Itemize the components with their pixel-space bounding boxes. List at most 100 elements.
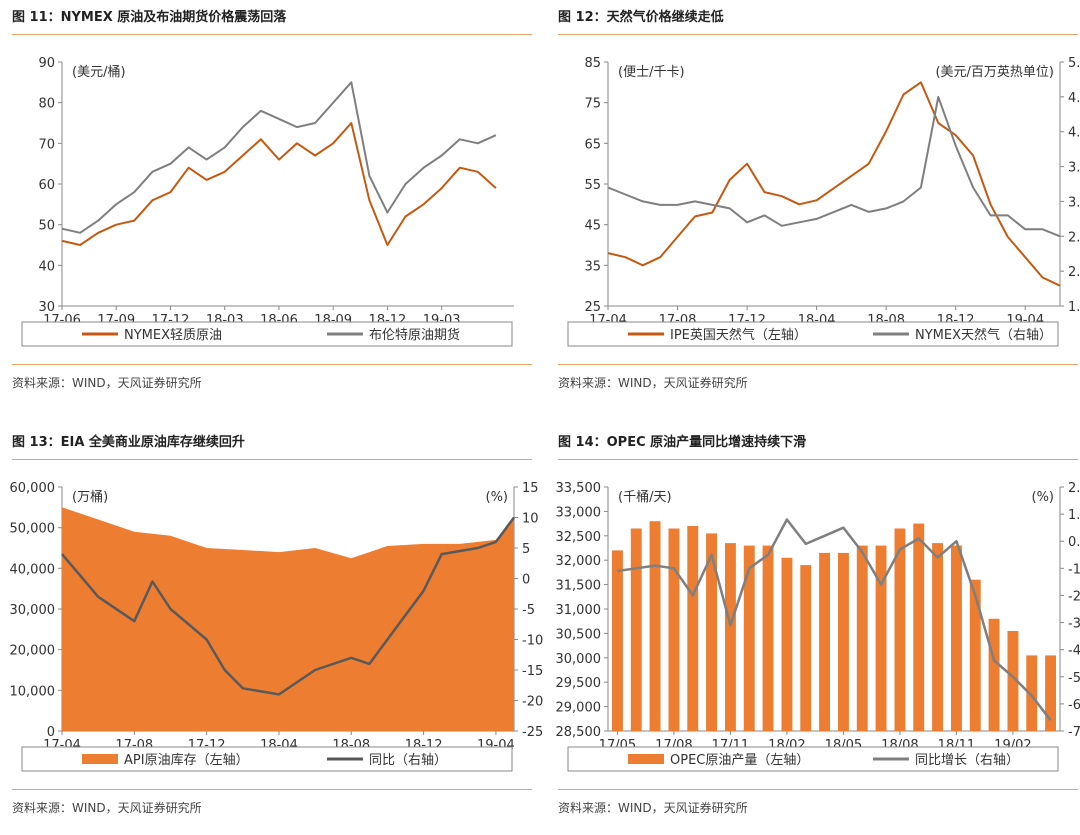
right-unit-label: (%) — [1032, 490, 1055, 505]
y2-tick-label: -15 — [522, 664, 543, 679]
y-tick-label: 31,000 — [556, 603, 602, 618]
y-tick-label: 65 — [584, 137, 601, 152]
bar — [1007, 631, 1019, 731]
legend-label: 同比（右轴） — [369, 753, 447, 768]
y-tick-label: 32,000 — [556, 554, 602, 569]
bar — [668, 528, 680, 731]
area-fill — [62, 507, 514, 731]
legend-label: API原油库存（左轴） — [124, 752, 249, 768]
y2-tick-label: 2.0 — [1068, 265, 1080, 280]
bar — [781, 557, 793, 731]
bar — [894, 528, 906, 731]
chart-panel-fig14: 图 14：OPEC 原油产量同比增速持续下滑 28,500 29,000 29,50… — [556, 425, 1080, 835]
y-tick-label: 55 — [584, 178, 601, 193]
y2-tick-label: 15 — [522, 481, 539, 496]
y-tick-label: 31,500 — [556, 579, 602, 594]
right-unit-label: (%) — [486, 490, 509, 505]
y-tick-label: 33,000 — [556, 505, 602, 520]
title-divider — [558, 459, 1078, 460]
y2-tick-label: -3.0 — [1068, 617, 1080, 632]
y-tick-label: 29,000 — [556, 701, 602, 716]
yoy-line — [617, 518, 1052, 721]
y2-tick-label: -4.0 — [1068, 644, 1080, 659]
bar — [951, 545, 962, 731]
bottom-divider — [12, 789, 532, 790]
chart-title: 图 11：NYMEX 原油及布油期货价格震荡回落 — [12, 10, 287, 25]
chart-title: 图 13：EIA 全美商业原油库存继续回升 — [12, 435, 245, 450]
y2-tick-label: -6.0 — [1068, 698, 1080, 713]
y2-tick-label: -2.0 — [1068, 589, 1080, 604]
bar — [800, 565, 812, 731]
chart-svg: 28,500 29,000 29,500 30,000 30,500 31,000 31,5… — [556, 481, 1080, 772]
source-note: 资料来源：WIND，天风证券研究所 — [12, 376, 202, 390]
y-tick-label: 40 — [38, 259, 55, 274]
y-tick-label: 40,000 — [10, 562, 56, 577]
legend-label: 布伦特原油期货 — [369, 327, 460, 343]
bar — [875, 545, 887, 731]
legend-swatch — [82, 754, 118, 764]
left-unit-label: (万桶) — [72, 490, 108, 505]
y-tick-label: 30,500 — [556, 627, 602, 642]
chart-svg: 0 10,000 20,000 30,000 40,000 50,000 60,000 (万桶… — [10, 481, 543, 772]
source-note: 资料来源：WIND，天风证券研究所 — [12, 801, 202, 815]
bar — [649, 521, 661, 731]
bar — [687, 526, 699, 731]
y-tick-label: 10,000 — [10, 684, 56, 699]
y2-tick-label: 0 — [522, 573, 530, 588]
y2-tick-label: 10 — [522, 512, 539, 527]
legend-label: NYMEX轻质原油 — [124, 328, 222, 343]
y-tick-label: 80 — [38, 97, 55, 112]
y-tick-label: 28,500 — [556, 725, 602, 740]
y-tick-label: 30,000 — [10, 603, 56, 618]
title-divider — [12, 459, 532, 460]
y2-tick-label: 1.0 — [1068, 508, 1080, 523]
y2-tick-label: 3.5 — [1068, 161, 1080, 176]
bar — [1026, 655, 1038, 731]
y-tick-label: 25 — [584, 300, 601, 315]
bottom-divider — [558, 789, 1078, 790]
y-tick-label: 60 — [38, 178, 55, 193]
y-tick-label: 60,000 — [10, 481, 56, 496]
y-tick-label: 85 — [584, 56, 601, 71]
y2-tick-label: -25 — [522, 725, 543, 740]
y2-tick-label: 2.0 — [1068, 481, 1080, 496]
y2-tick-label: 0.0 — [1068, 535, 1080, 550]
y-tick-label: 50 — [38, 219, 55, 234]
chart-title: 图 12：天然气价格继续走低 — [558, 10, 724, 25]
left-unit-label: (千桶/天) — [618, 490, 672, 505]
y-tick-label: 30,000 — [556, 652, 602, 667]
y2-tick-label: 3.0 — [1068, 195, 1080, 210]
bar — [725, 543, 736, 731]
y2-tick-label: -5 — [522, 603, 535, 618]
y-tick-label: 70 — [38, 137, 55, 152]
series-line-1 — [61, 81, 497, 234]
bar — [743, 545, 755, 731]
yoy-line — [61, 516, 516, 696]
y2-tick-label: 4.5 — [1068, 91, 1080, 106]
y-tick-label: 33,500 — [556, 481, 602, 496]
title-divider — [558, 34, 1078, 35]
right-unit-label: (美元/百万英热单位) — [935, 65, 1054, 80]
series-line-0 — [607, 81, 1061, 287]
legend-swatch — [628, 754, 664, 764]
y-tick-label: 35 — [584, 259, 601, 274]
left-unit-label: (便士/千卡) — [618, 65, 685, 80]
bar — [913, 523, 925, 731]
title-divider — [12, 34, 532, 35]
left-unit-label: (美元/桶) — [72, 65, 126, 80]
y-tick-label: 30 — [38, 300, 55, 315]
source-note: 资料来源：WIND，天风证券研究所 — [558, 801, 748, 815]
chart-panel-fig13: 图 13：EIA 全美商业原油库存继续回升 0 10,000 20,000 30,00… — [10, 425, 544, 835]
bar — [932, 543, 943, 731]
y2-tick-label: 4.0 — [1068, 126, 1080, 141]
chart-panel-fig12: 图 12：天然气价格继续走低 25354555657585(便士/千卡)1.52… — [558, 0, 1080, 410]
bar — [856, 545, 868, 731]
y-tick-label: 50,000 — [10, 522, 56, 537]
legend-label: IPE英国天然气（左轴） — [670, 327, 807, 343]
bar — [706, 533, 717, 731]
y-tick-label: 0 — [47, 725, 55, 740]
y2-tick-label: -1.0 — [1068, 562, 1080, 577]
chart-svg: 25 35 45 55 65 75 85 (便士/千卡) 1.5 2.0 2.5 3.0 3.5 4.0 4… — [567, 56, 1080, 347]
bar — [819, 552, 830, 731]
